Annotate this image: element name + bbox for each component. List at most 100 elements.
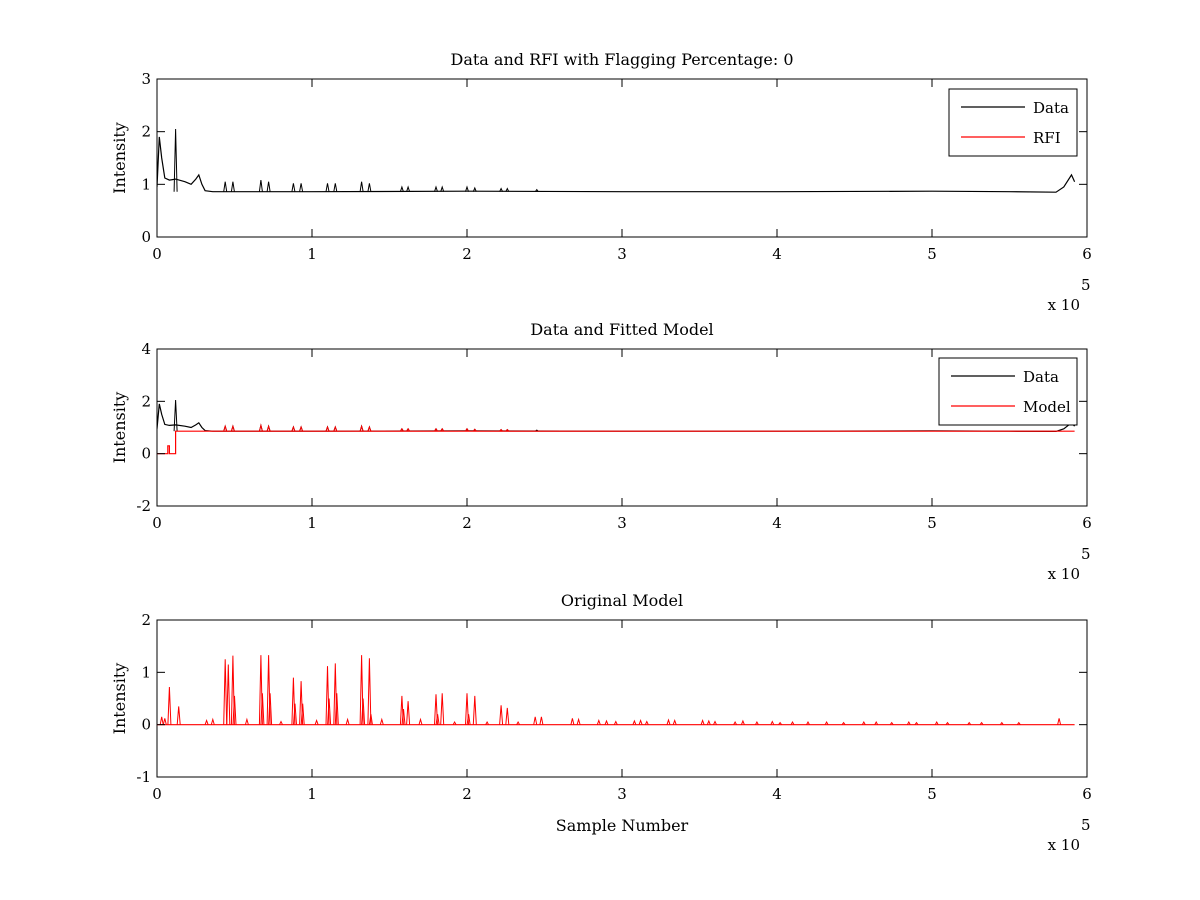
x-tick-label: 4 [772,245,782,263]
x-multiplier-exponent: 5 [1081,545,1091,563]
series-spike [472,428,477,432]
series-spike [333,425,338,432]
series-spike [258,180,263,192]
series-spike [485,720,490,725]
series-spike [465,427,469,432]
legend: Data Model [938,357,1078,426]
x-tick-label: 0 [152,785,162,803]
series-spike [232,695,237,725]
series-spike [472,186,477,192]
x-multiplier-text: x 10 [1048,836,1080,854]
series-spike [733,720,738,725]
series-spike [889,721,894,725]
series-spike [325,425,330,432]
series-spike [291,183,296,192]
x-axis-label: Sample Number [556,816,689,835]
x-multiplier-text: x 10 [1048,565,1080,583]
series-spike [604,719,609,725]
series-spike [499,187,504,192]
x-tick-label: 4 [772,514,782,532]
legend-label-rfi: RFI [1033,129,1061,147]
series-spike [434,694,438,725]
x-tick-label: 3 [617,514,627,532]
series-spike [327,698,332,725]
y-tick-label: -2 [136,497,151,515]
axes-box [156,348,1088,507]
series-spike [401,708,406,725]
x-tick-label: 6 [1082,245,1092,263]
series-spike [361,698,366,725]
legend-label-data: Data [1023,368,1059,386]
series-spike [632,719,637,725]
series-spike [790,720,795,725]
series-spike [638,719,643,725]
x-tick-label: 4 [772,785,782,803]
y-axis-label: Intensity [110,122,129,194]
series-spike [706,719,711,725]
chart-title: Data and Fitted Model [530,320,713,339]
series-spike [334,693,339,725]
series-spike [505,187,510,192]
series-spike [367,183,372,192]
y-tick-label: 4 [141,340,151,358]
series-spike [434,427,438,432]
series-spike [644,720,649,725]
series-spike [533,716,538,725]
series-spike [979,721,984,725]
series-spike [874,720,879,725]
series-spike [440,693,445,725]
series-spike [440,185,445,192]
series-spike [223,659,228,725]
series-spike [713,720,717,725]
x-tick-label: 1 [307,514,317,532]
legend-box [948,88,1078,157]
y-axis-label: Intensity [110,663,129,735]
series-spike [999,721,1004,725]
y-tick-label: 0 [141,445,151,463]
series-spike [162,718,167,725]
chart-title: Original Model [561,591,683,610]
series-line-data [157,136,1076,193]
x-multiplier-exponent: 5 [1081,816,1091,834]
y-tick-label: 0 [141,228,151,246]
x-tick-label: 3 [617,245,627,263]
y-tick-label: 3 [141,70,151,88]
series-spike [210,717,215,725]
series-spike [499,428,503,432]
y-tick-label: 1 [141,175,151,193]
series-spike [406,701,411,725]
series-group [157,655,1075,726]
series-spike [333,183,338,192]
series-spike [279,720,283,725]
series-spike [570,718,575,725]
axes-box [156,78,1088,238]
series-spike [293,703,297,725]
series-spike [945,721,950,725]
series-spike [967,721,972,725]
axes-box [156,619,1088,778]
series-spike [266,424,271,432]
series-spike [345,717,350,725]
x-tick-label: 3 [617,785,627,803]
series-line-model [157,430,1075,455]
series-spike [472,695,477,725]
series-spike [1057,718,1062,725]
series-spike [754,720,759,725]
series-spike [861,720,866,725]
series-spike [778,721,783,725]
series-spike [466,714,471,725]
legend-box [938,357,1078,426]
x-tick-label: 5 [927,514,937,532]
series-group [157,399,1076,455]
series-spike [700,719,705,725]
series-spike [740,719,745,725]
series-spike [299,425,304,432]
series-spike [841,721,846,725]
x-tick-label: 1 [307,245,317,263]
series-spike [596,719,601,725]
x-tick-label: 2 [462,514,472,532]
x-tick-label: 2 [462,245,472,263]
series-spike [268,693,273,725]
